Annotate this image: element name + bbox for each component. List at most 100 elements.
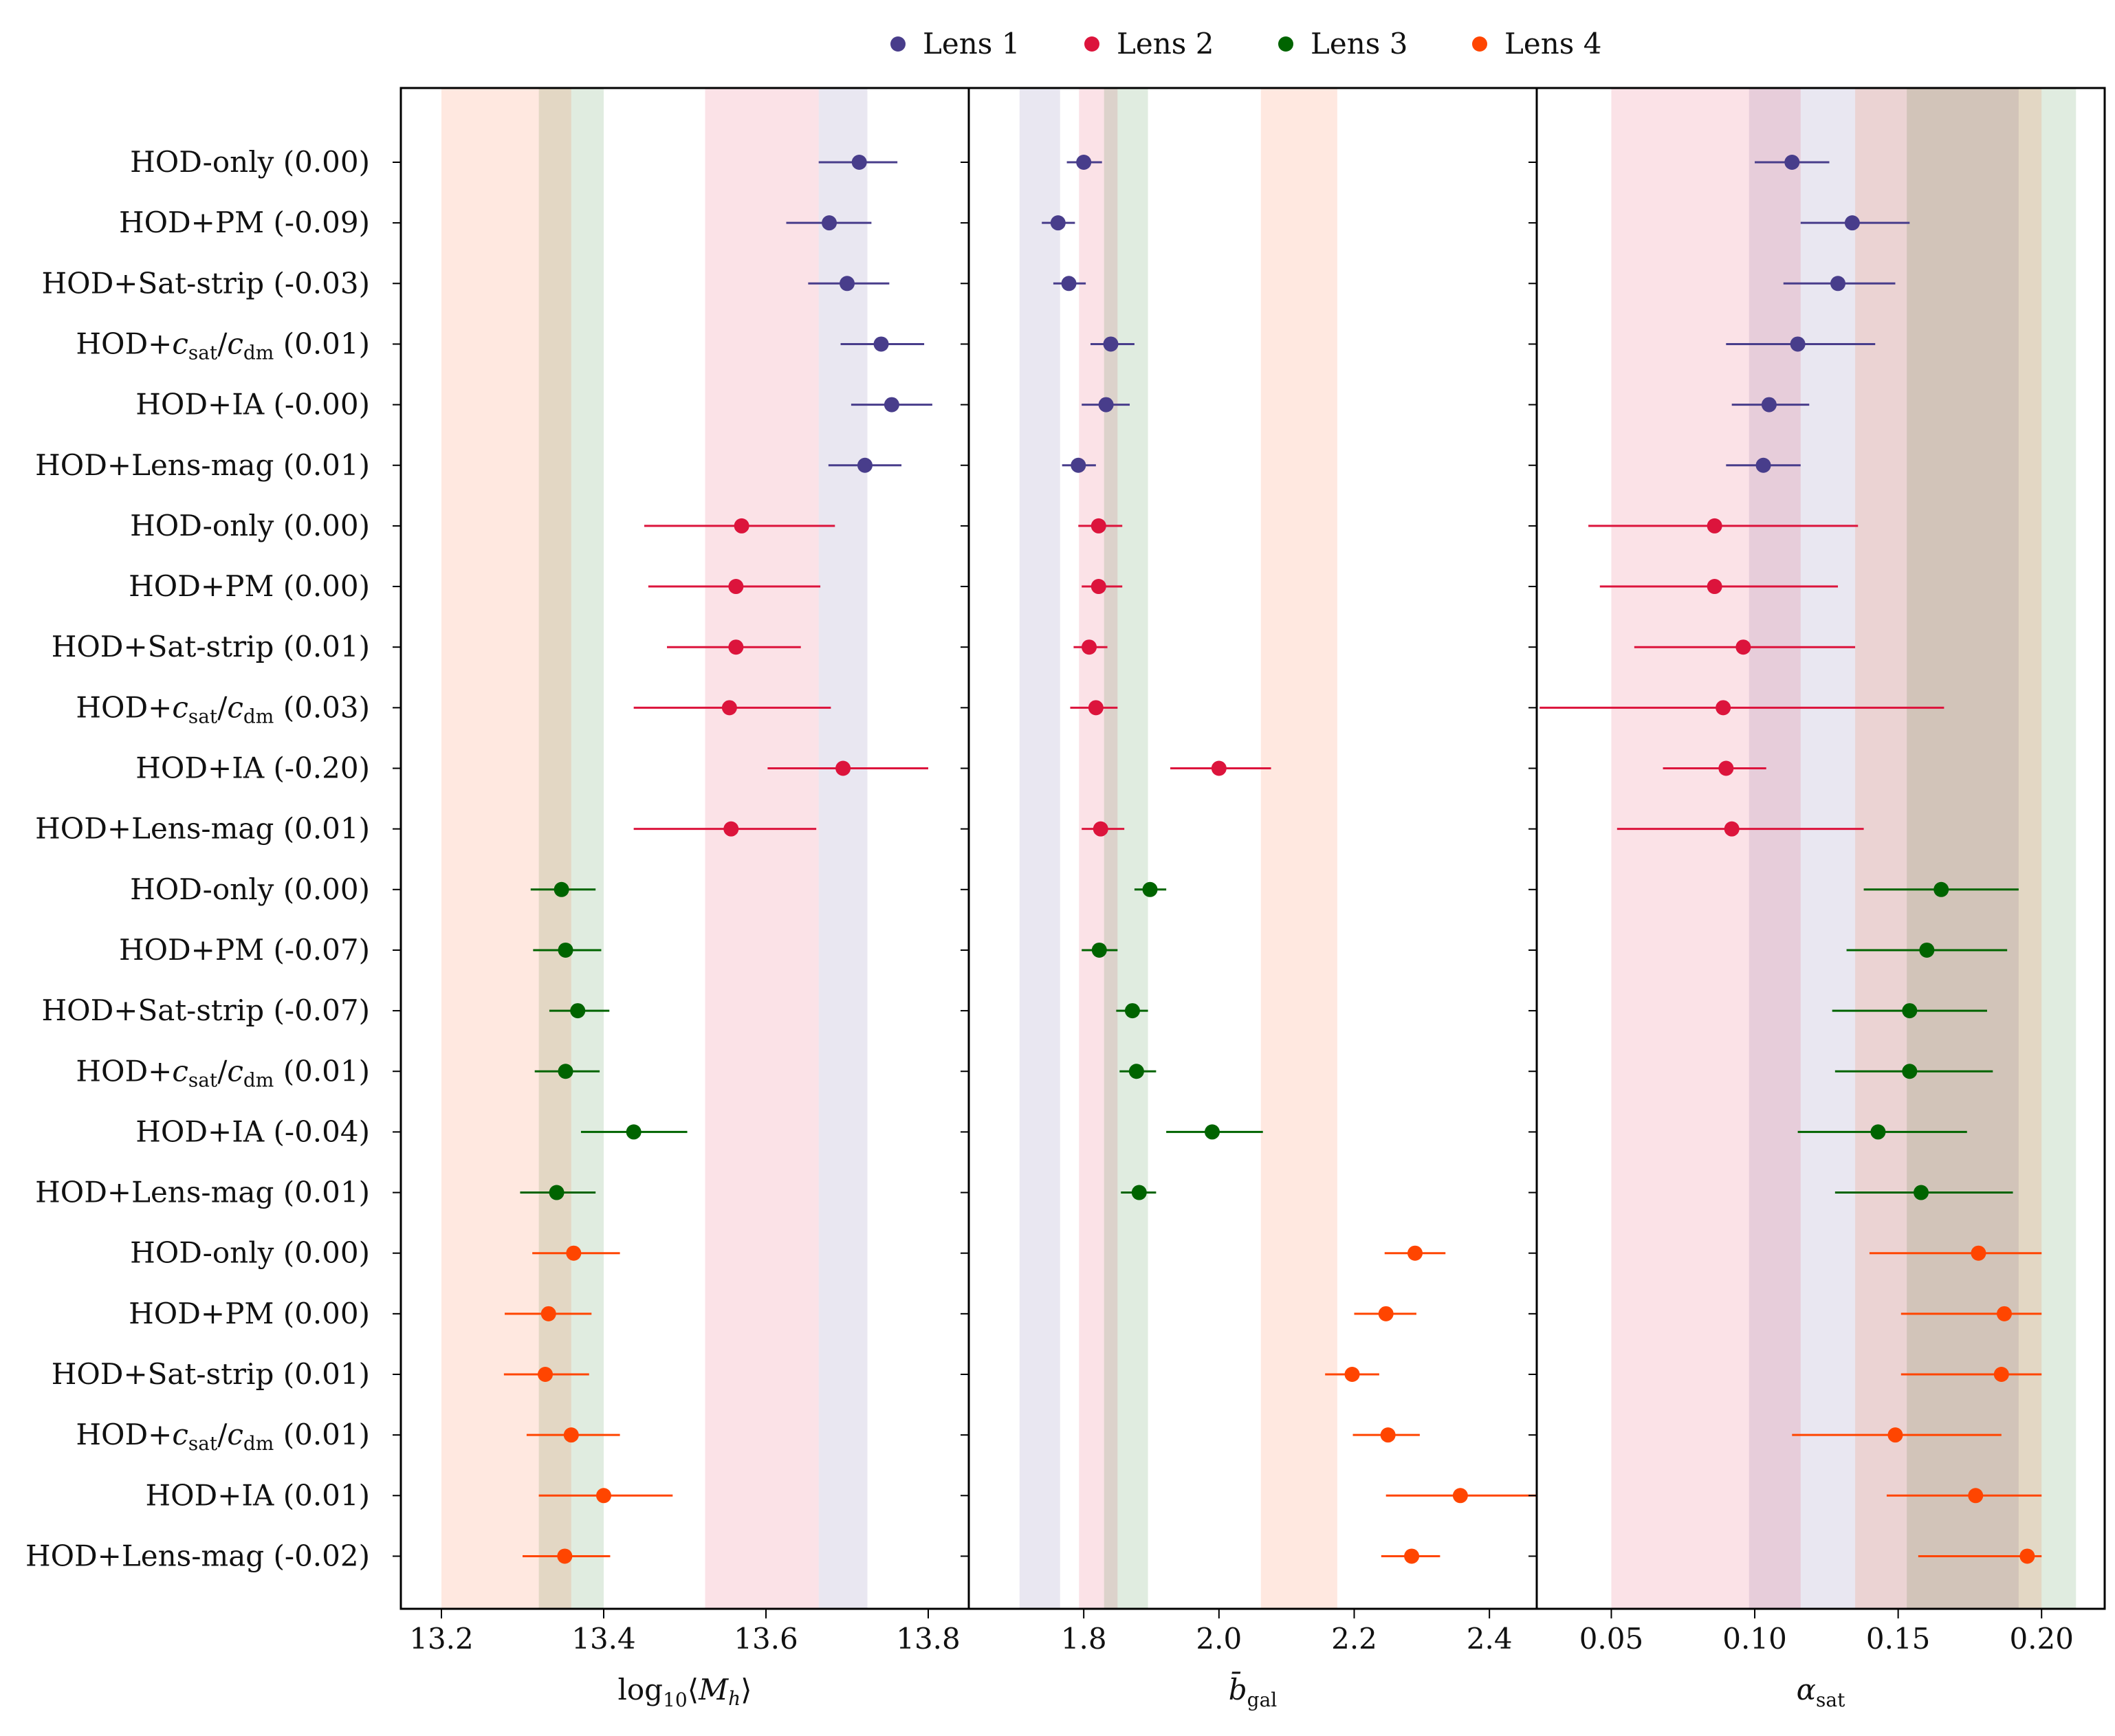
- data-point: [835, 760, 851, 776]
- row-label: HOD+IA (0.01): [146, 1478, 371, 1512]
- row-label: HOD+Sat-strip (-0.03): [42, 266, 370, 300]
- row-label: HOD-only (0.00): [130, 145, 370, 179]
- data-point: [1076, 155, 1092, 170]
- x-tick-label: 13.4: [571, 1622, 636, 1656]
- data-point: [1071, 457, 1086, 473]
- data-point: [851, 155, 867, 170]
- data-point: [1933, 881, 1949, 897]
- band-lens-2: [1611, 88, 1801, 1609]
- row-labels: HOD-only (0.00) HOD+PM (-0.09) HOD+Sat-str…: [25, 145, 370, 1572]
- x-tick-label: 2.4: [1467, 1622, 1513, 1656]
- band-lens-3: [538, 88, 604, 1609]
- band-lens-3: [1104, 88, 1148, 1609]
- data-point: [558, 942, 573, 958]
- data-point: [1716, 700, 1731, 716]
- data-point: [570, 1003, 586, 1019]
- data-point: [2019, 1548, 2035, 1564]
- data-point: [558, 1064, 573, 1079]
- data-point: [1050, 215, 1066, 231]
- data-point: [557, 1548, 573, 1564]
- data-point: [1902, 1064, 1918, 1079]
- data-point: [1452, 1488, 1468, 1504]
- row-label: HOD-only (0.00): [130, 509, 370, 542]
- data-point: [728, 579, 744, 595]
- data-point: [554, 881, 569, 897]
- band-lens-3: [1907, 88, 2076, 1609]
- data-point: [1103, 336, 1119, 352]
- data-point: [540, 1306, 556, 1321]
- x-axis-label: b̄gal: [1229, 1671, 1278, 1711]
- data-point: [1131, 1185, 1147, 1200]
- data-point: [857, 457, 873, 473]
- row-label: HOD-only (0.00): [130, 872, 370, 906]
- data-point: [563, 1427, 579, 1443]
- data-point: [1993, 1367, 2009, 1382]
- data-point: [1830, 276, 1846, 292]
- data-point: [596, 1488, 611, 1504]
- data-point: [1091, 518, 1106, 534]
- data-point: [1124, 1003, 1140, 1019]
- data-point: [1093, 821, 1108, 837]
- row-label: HOD+Sat-strip (-0.07): [42, 993, 370, 1027]
- x-tick-label: 13.6: [734, 1622, 798, 1656]
- data-point: [728, 639, 744, 655]
- data-point: [1205, 1124, 1220, 1140]
- row-label: HOD+PM (-0.07): [119, 933, 370, 967]
- data-point: [1724, 821, 1740, 837]
- data-point: [1378, 1306, 1394, 1321]
- row-label: HOD+PM (-0.09): [119, 206, 370, 239]
- data-point: [1735, 639, 1751, 655]
- legend-marker-lens-4: [1472, 36, 1487, 52]
- data-point: [1919, 942, 1935, 958]
- legend-label-lens-1: Lens 1: [923, 27, 1020, 61]
- legend-marker-lens-2: [1084, 36, 1099, 52]
- data-point: [549, 1185, 565, 1200]
- x-tick-label: 0.20: [2009, 1622, 2074, 1656]
- data-point: [538, 1367, 554, 1382]
- row-label: HOD+PM (0.00): [129, 1297, 370, 1330]
- data-point: [1211, 760, 1227, 776]
- row-label: HOD+csat/cdm (0.03): [76, 690, 370, 727]
- row-label: HOD+csat/cdm (0.01): [76, 1418, 370, 1455]
- data-point: [721, 700, 737, 716]
- panel-frame: [1535, 87, 2106, 1610]
- data-point: [626, 1124, 642, 1140]
- band-lens-1: [818, 88, 868, 1609]
- panels: 13.2 13.4 13.6 13.8 log10⟨Mh⟩ 1.8 2.0 2.2 2.4 b̄g…: [393, 87, 2106, 1711]
- data-point: [1755, 457, 1771, 473]
- data-point: [723, 821, 739, 837]
- row-label: HOD+IA (-0.04): [135, 1114, 370, 1148]
- data-point: [1380, 1427, 1396, 1443]
- legend-item-lens-3: Lens 3: [1278, 27, 1407, 61]
- data-point: [1761, 397, 1777, 413]
- legend: Lens 1 Lens 2 Lens 3 Lens 4: [890, 27, 1601, 61]
- data-point: [1142, 881, 1158, 897]
- x-tick-label: 0.10: [1722, 1622, 1787, 1656]
- row-label: HOD+Lens-mag (0.01): [35, 1176, 370, 1209]
- legend-label-lens-4: Lens 4: [1504, 27, 1601, 61]
- x-tick-label: 13.8: [896, 1622, 961, 1656]
- data-point: [1887, 1427, 1903, 1443]
- legend-item-lens-4: Lens 4: [1472, 27, 1601, 61]
- data-point: [873, 336, 889, 352]
- data-point: [1870, 1124, 1886, 1140]
- row-label: HOD-only (0.00): [130, 1236, 370, 1270]
- band-lens-1: [1019, 88, 1060, 1609]
- panel-2: 1.8 2.0 2.2 2.4 b̄gal: [961, 87, 1538, 1711]
- data-point: [822, 215, 837, 231]
- x-tick-label: 1.8: [1061, 1622, 1107, 1656]
- data-point: [1844, 215, 1860, 231]
- legend-marker-lens-1: [890, 36, 906, 52]
- x-axis-label: αsat: [1797, 1673, 1845, 1711]
- data-point: [1707, 579, 1722, 595]
- x-tick-label: 0.15: [1866, 1622, 1931, 1656]
- data-point: [884, 397, 899, 413]
- band-lens-4: [1260, 88, 1337, 1609]
- legend-item-lens-2: Lens 2: [1084, 27, 1214, 61]
- data-point: [1914, 1185, 1929, 1200]
- row-label: HOD+IA (-0.20): [135, 751, 370, 785]
- x-tick-label: 0.05: [1579, 1622, 1644, 1656]
- row-label: HOD+Sat-strip (0.01): [52, 630, 370, 663]
- data-point: [1996, 1306, 2012, 1321]
- row-label: HOD+IA (-0.00): [135, 388, 370, 421]
